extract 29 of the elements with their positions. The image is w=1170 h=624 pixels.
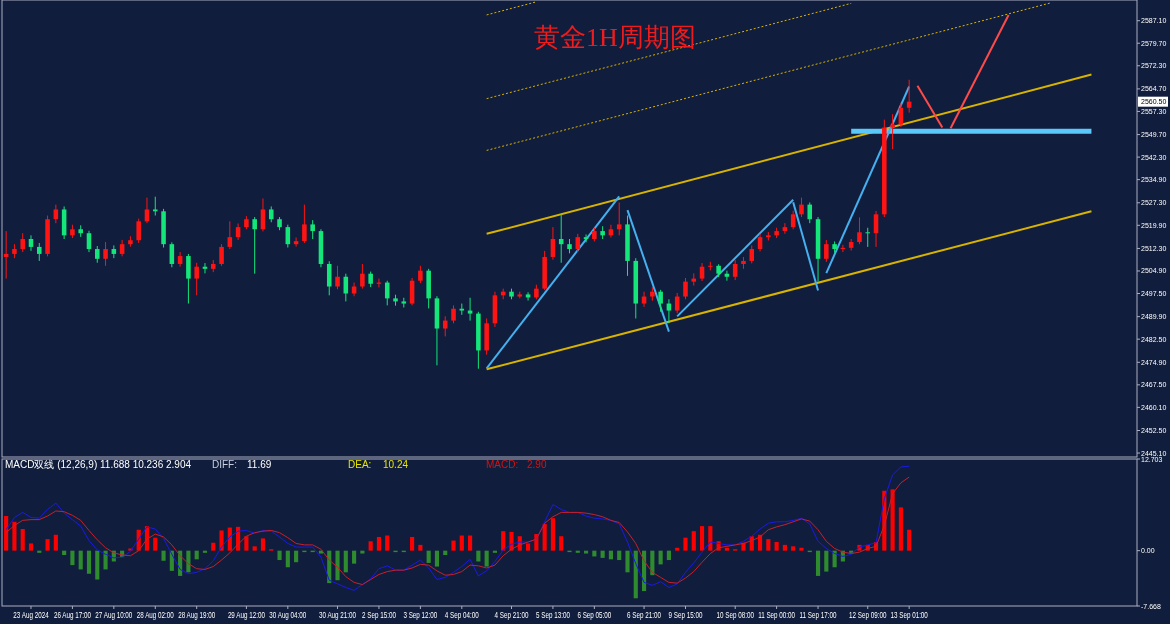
x-tick-label: 9 Sep 15:00 (668, 610, 703, 621)
x-tick-label: 6 Sep 05:00 (577, 610, 612, 621)
x-tick-label: 27 Aug 10:00 (95, 610, 133, 621)
x-tick-label: 5 Sep 13:00 (535, 610, 570, 621)
x-tick-label: 23 Aug 2024 (13, 610, 49, 621)
annotation: 2.90 (527, 459, 547, 470)
annotation: MACD双线 (12,26,9) 11.688 10.236 2.904 (5, 459, 192, 470)
x-tick-label: 30 Aug 04:00 (269, 610, 307, 621)
x-tick-label: 2 Sep 15:00 (362, 610, 396, 621)
annotation: DIFF: (212, 459, 237, 470)
x-tick-label: 10 Sep 08:00 (716, 610, 754, 621)
annotation: MACD: (486, 459, 519, 470)
x-tick-label: 12 Sep 09:00 (849, 610, 887, 621)
x-tick-label: 29 Aug 12:00 (227, 610, 265, 621)
x-tick-label: 28 Aug 19:00 (178, 610, 216, 621)
text: 黄金1H周期图 (534, 23, 696, 52)
x-tick-label: 6 Sep 21:00 (627, 610, 662, 621)
annotation: 10.24 (383, 459, 409, 470)
annotation: DEA: (348, 459, 372, 470)
x-tick-label: 11 Sep 17:00 (799, 610, 837, 621)
x-tick-label: 4 Sep 04:00 (444, 610, 479, 621)
x-tick-label: 28 Aug 02:00 (136, 610, 174, 621)
x-tick-label: 30 Aug 21:00 (319, 610, 357, 621)
x-tick-label: 11 Sep 00:00 (758, 610, 796, 621)
x-tick-label: 3 Sep 12:00 (403, 610, 438, 621)
x-tick-label: 13 Sep 01:00 (890, 610, 928, 621)
annotation: 11.69 (247, 459, 272, 470)
x-tick-label: 4 Sep 21:00 (494, 610, 529, 621)
x-tick-label: 26 Aug 17:00 (53, 610, 91, 621)
